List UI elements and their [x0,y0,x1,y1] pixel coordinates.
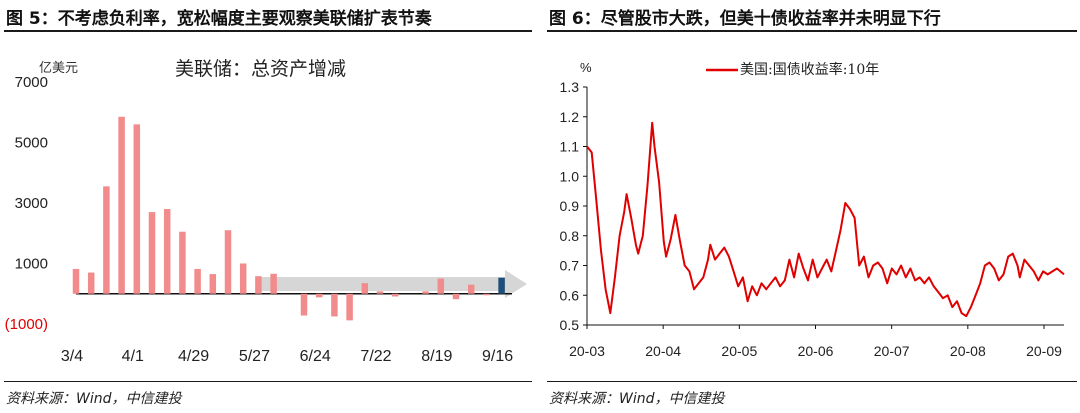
bar-3/11 [87,272,95,294]
bar-5/27 [255,276,262,294]
x-tick-label: 5/27 [239,348,270,365]
yield-series-line [586,121,1065,318]
right-bottom-rule [547,381,1077,382]
x-tick-label: 20-07 [874,343,910,359]
x-tick-label: 4/29 [178,348,209,365]
bar-3/18 [103,186,110,294]
y-tick-label: (1000) [5,316,48,333]
y-tick-label: 0.8 [560,228,580,244]
fed-balance-sheet-bar-chart: 亿美元 美联储：总资产增减 7000 5000 3000 1000 (1000) 3/4… [5,58,527,365]
y-tick-label: 0.5 [560,317,580,333]
x-tick-label: 7/22 [360,348,391,365]
bar-4/1 [133,124,141,294]
bar-9/2 [467,284,475,294]
right-y-unit: % [580,60,592,75]
bar-5/20 [239,263,247,294]
bar-7/15 [361,283,369,294]
x-tick-label: 20-09 [1026,343,1062,359]
x-tick-label: 20-06 [798,343,834,359]
x-tick-label: 3/4 [61,348,83,365]
bar-3/4 [72,268,80,294]
y-tick-label: 1.0 [560,168,580,184]
trend-arrow [256,270,527,298]
y-tick-label: 1000 [15,256,48,273]
x-tick-label: 6/24 [300,348,331,365]
right-source-note: 资料来源：Wind，中信建投 [549,391,725,407]
bar-4/15 [163,209,171,294]
bar-4/22 [179,231,186,294]
left-unit-label: 亿美元 [39,61,78,76]
right-title-rule [547,30,1077,32]
bar-4/29 [194,268,201,294]
right-figure-title: 图 6：尽管股市大跌，但美十债收益率并未明显下行 [549,9,941,29]
left-bottom-rule [4,381,532,382]
legend-label: 美国:国债收益率:10年 [740,61,879,78]
x-tick-label: 20-05 [721,343,757,359]
bar-6/3 [270,273,277,294]
y-tick-label: 0.6 [560,287,580,303]
x-tick-label: 20-03 [569,343,605,359]
bar-6/17 [300,293,308,316]
y-tick-label: 0.7 [560,258,580,274]
bar-6/24 [315,293,323,298]
bar-8/12 [422,291,429,294]
x-tick-label: 20-04 [645,343,681,359]
left-title-rule [4,30,532,32]
y-tick-label: 3000 [15,195,48,212]
y-tick-label: 1.3 [560,79,580,95]
bar-7/1 [331,293,338,317]
bar-8/19 [437,278,445,294]
bar-9/16 [498,277,505,294]
bar-7/8 [346,293,353,321]
y-tick-label: 7000 [15,74,48,91]
y-tick-label: 1.2 [560,109,580,125]
left-source-note: 资料来源：Wind，中信建投 [6,391,182,407]
bar-5/13 [224,230,232,294]
bar-3/25 [118,116,125,294]
bar-9/9 [483,293,490,296]
y-tick-label: 1.1 [560,139,580,155]
us10y-yield-line-chart: % 美国:国债收益率:10年 1.3 1.2 1.1 1.0 0.9 0.8 0.7 0.6 0… [560,60,1065,359]
bar-8/26 [452,293,460,300]
y-tick-label: 0.9 [560,198,580,214]
x-tick-label: 8/19 [421,348,452,365]
x-tick-label: 4/1 [122,348,144,365]
bar-5/6 [209,274,217,294]
x-tick-label: 20-08 [950,343,986,359]
bar-4/8 [148,212,156,294]
left-chart-title: 美联储：总资产增减 [175,58,346,80]
left-figure-title: 图 5：不考虑负利率，宽松幅度主要观察美联储扩表节奏 [6,9,432,29]
x-tick-label: 9/16 [482,348,513,365]
bar-7/22 [376,291,384,294]
y-tick-label: 5000 [15,135,48,152]
bar-7/29 [391,293,399,297]
